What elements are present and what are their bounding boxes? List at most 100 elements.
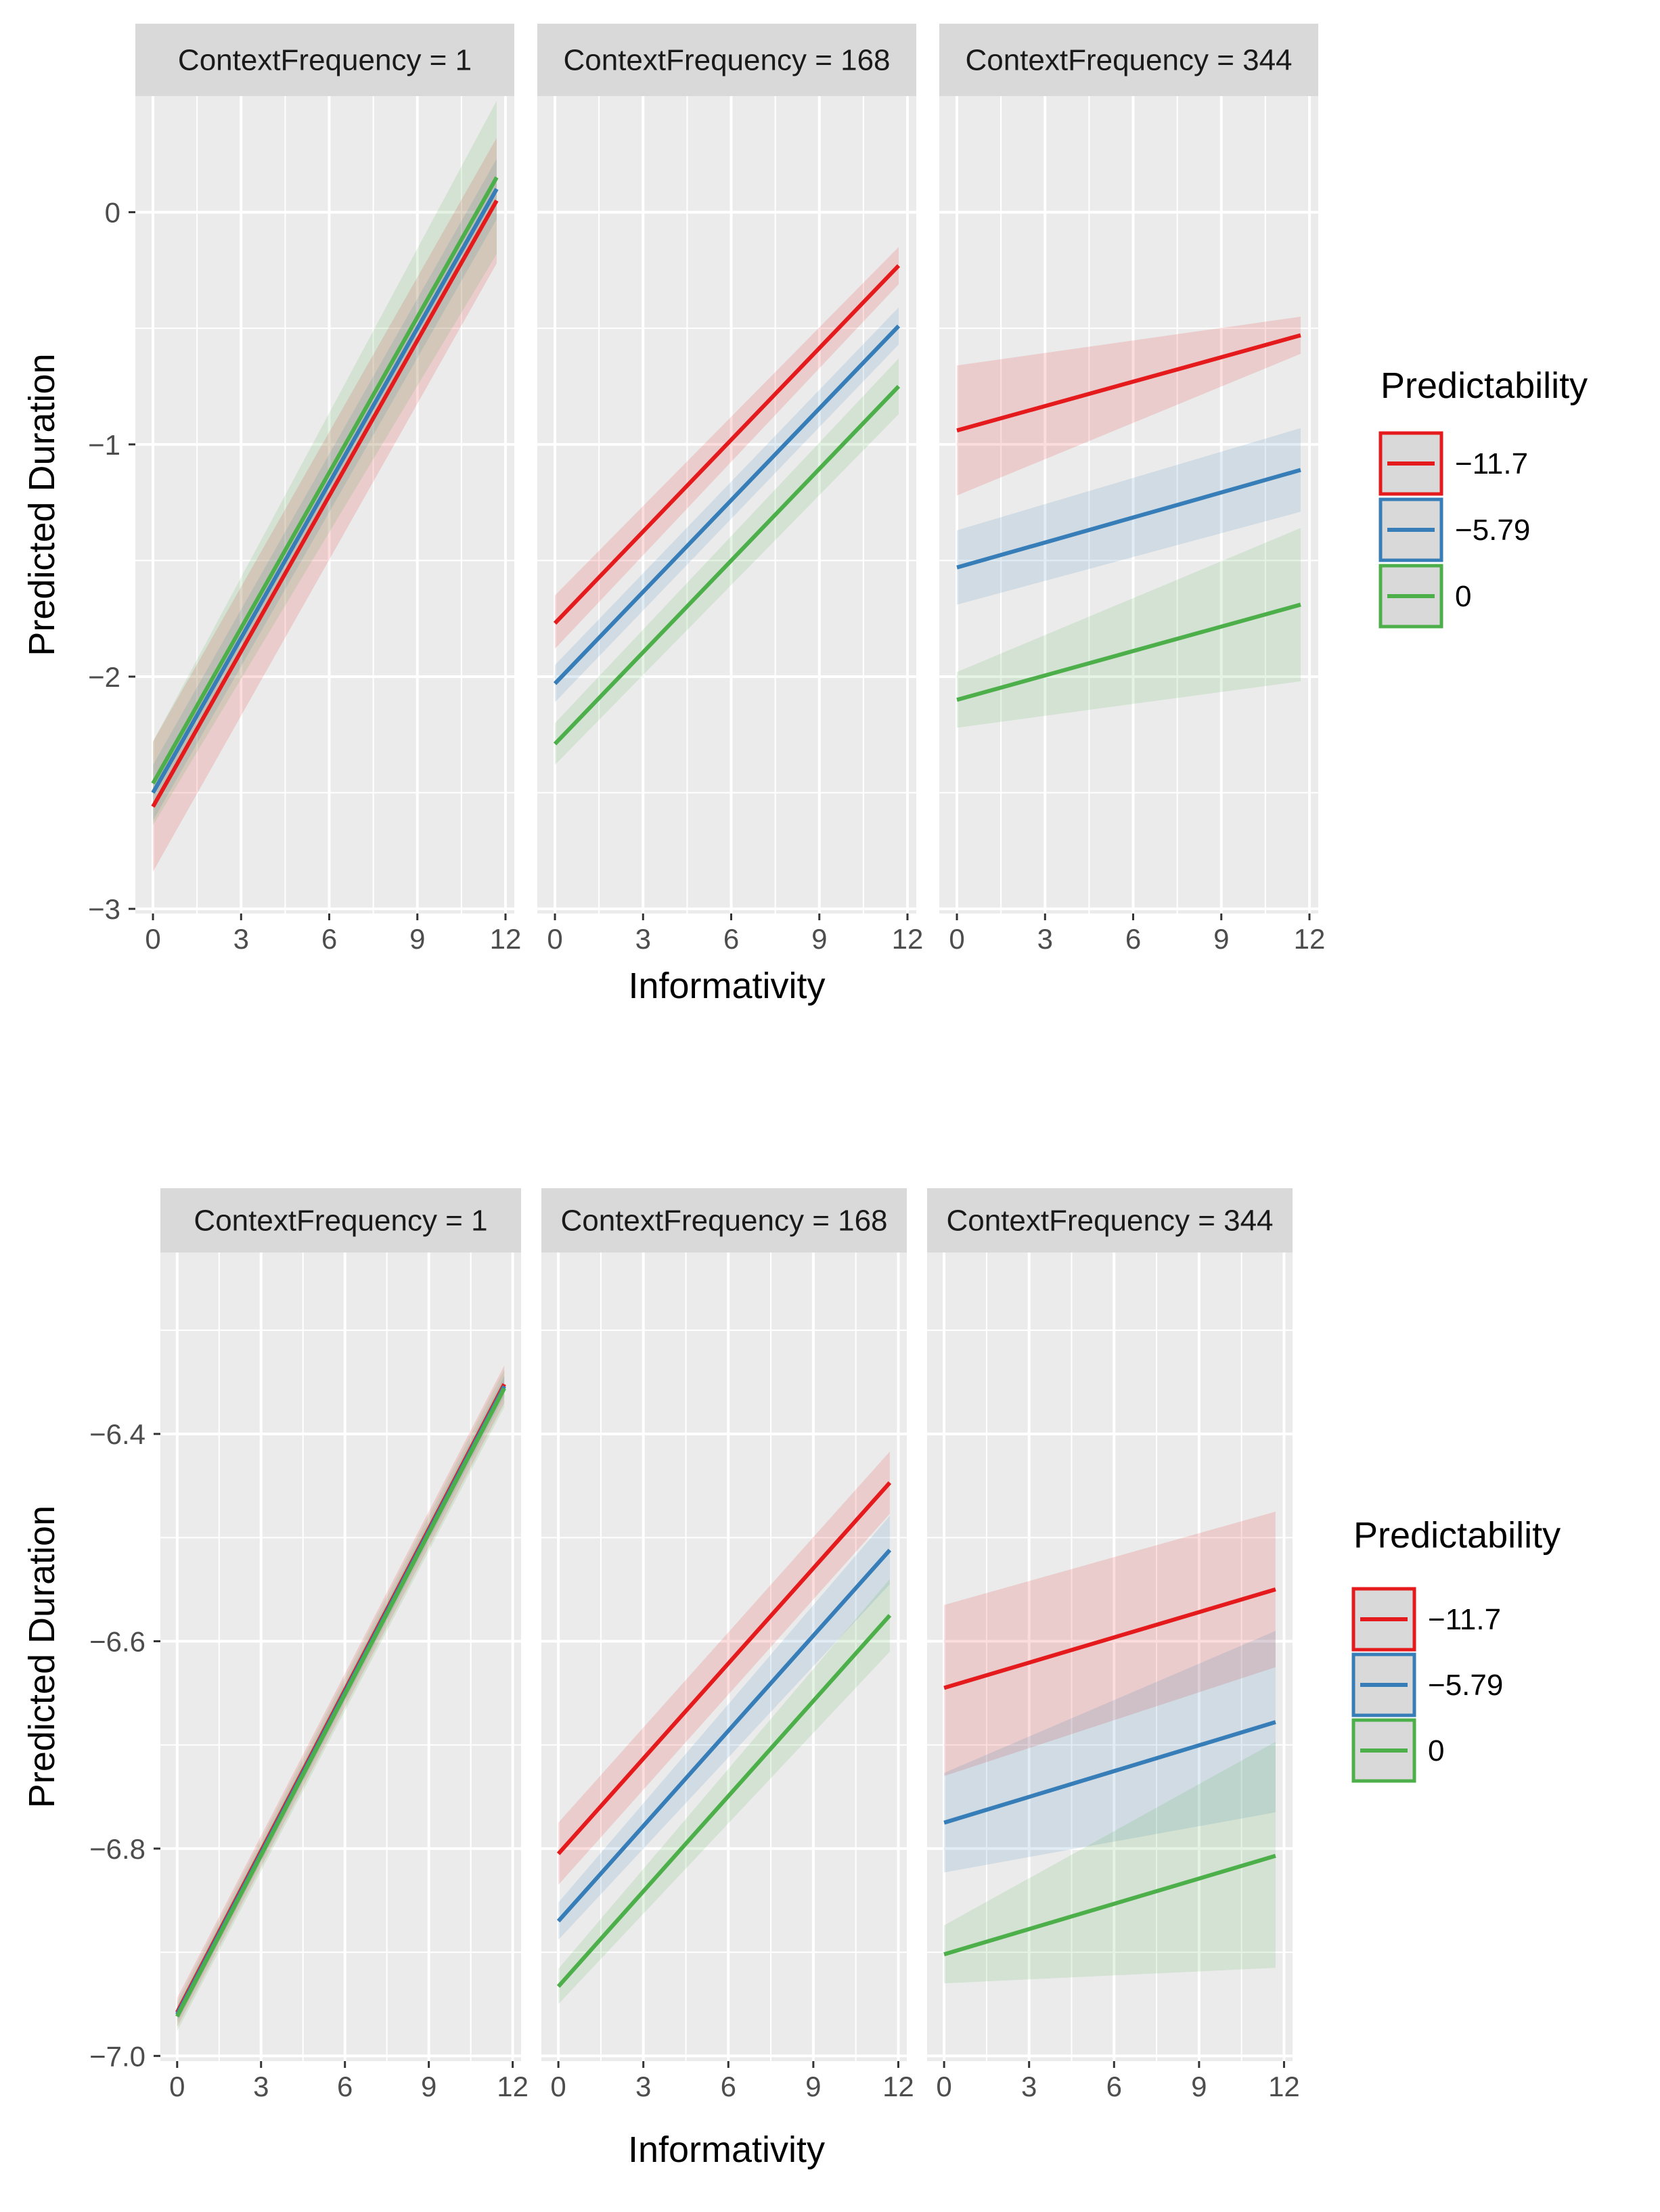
x-tick-label: 9	[811, 923, 827, 955]
x-tick-label: 12	[892, 923, 924, 955]
panel-background	[541, 1252, 907, 2061]
facet-strip	[160, 1188, 521, 1252]
y-tick-label: −7.0	[89, 2040, 145, 2072]
legend-label: −11.7	[1455, 447, 1528, 480]
series-line	[556, 1548, 892, 1923]
panel-background	[927, 1252, 1293, 2061]
y-axis-label: Predicted Duration	[22, 353, 62, 656]
x-tick-label: 3	[233, 923, 249, 955]
legend-key	[1378, 564, 1443, 629]
x-tick-label: 0	[949, 923, 964, 955]
series-line	[943, 1853, 1276, 1957]
x-tick-label: 6	[337, 2071, 353, 2102]
series-line	[556, 1614, 892, 1988]
series-line	[553, 324, 901, 685]
panel-background	[939, 96, 1318, 913]
x-tick-label: 3	[1021, 2071, 1037, 2102]
y-tick-label: −6.4	[89, 1418, 145, 1450]
series-line	[956, 333, 1301, 433]
x-tick-label: 6	[723, 923, 739, 955]
x-tick-label: 12	[882, 2071, 914, 2102]
series-line	[956, 468, 1301, 570]
x-tick-label: 6	[721, 2071, 736, 2102]
x-tick-label: 12	[1294, 923, 1326, 955]
legend-label: −5.79	[1428, 1669, 1503, 1702]
y-tick-label: −6.6	[89, 1626, 145, 1658]
legend-key	[1351, 1652, 1416, 1717]
confidence-band	[555, 247, 899, 649]
confidence-band	[558, 1516, 890, 1940]
series-line	[151, 199, 499, 808]
x-tick-label: 6	[1106, 2071, 1122, 2102]
y-tick-label: −2	[88, 661, 120, 693]
legend-key	[1351, 1587, 1416, 1652]
y-axis-label: Predicted Duration	[22, 1506, 62, 1808]
facet-strip-label: ContextFrequency = 1	[194, 1204, 487, 1238]
legend-title: Predictability	[1353, 1515, 1561, 1556]
series-line	[553, 384, 901, 746]
x-tick-label: 3	[635, 2071, 651, 2102]
facet-strip	[537, 24, 916, 96]
legend-key	[1378, 497, 1443, 562]
facet-panel: ContextFrequency = 344 0 3 6 9 12	[927, 1188, 1300, 2102]
chart-2: ContextFrequency = 1 0 3 6 9 12 −7.0 −6.8 −6.6 −6…	[22, 1188, 1561, 2170]
x-tick-label: 9	[1191, 2071, 1207, 2102]
facet-panel: ContextFrequency = 344 0 3 6 9 12	[939, 24, 1325, 955]
series-line	[175, 1387, 506, 2018]
legend-label: −5.79	[1455, 514, 1530, 547]
series-line	[943, 1587, 1276, 1690]
confidence-band	[555, 358, 899, 765]
facet-strip	[939, 24, 1318, 96]
legend: Predictability −11.7 −5.79 0	[1351, 1515, 1561, 1783]
facet-strip-label: ContextFrequency = 344	[946, 1204, 1273, 1238]
facet-strip-label: ContextFrequency = 168	[560, 1204, 887, 1238]
confidence-band	[558, 1579, 890, 2004]
x-tick-label: 0	[936, 2071, 951, 2102]
facet-strip	[927, 1188, 1293, 1252]
facet-strip	[135, 24, 514, 96]
legend-label: −11.7	[1428, 1603, 1501, 1636]
legend-key	[1351, 1718, 1416, 1783]
series-line	[553, 264, 901, 625]
facet-strip-label: ContextFrequency = 1	[178, 44, 472, 77]
x-tick-label: 6	[1125, 923, 1141, 955]
series-line	[956, 602, 1301, 702]
x-tick-label: 6	[321, 923, 337, 955]
legend-key	[1378, 431, 1443, 496]
facet-panel: ContextFrequency = 1 0 3 6 9 12 −3 −2 −1 0	[88, 24, 521, 955]
x-tick-label: 0	[145, 923, 160, 955]
y-tick-label: −3	[88, 893, 120, 925]
x-tick-label: 12	[490, 923, 522, 955]
y-tick-label: −1	[88, 429, 120, 461]
x-axis-label: Informativity	[628, 966, 825, 1006]
x-tick-label: 3	[253, 2071, 269, 2102]
legend-title: Predictability	[1381, 365, 1588, 406]
x-tick-label: 9	[805, 2071, 821, 2102]
y-tick-label: 0	[105, 197, 120, 229]
x-tick-label: 0	[169, 2071, 185, 2102]
legend-label: 0	[1428, 1734, 1444, 1767]
x-tick-label: 9	[409, 923, 425, 955]
series-line	[943, 1720, 1276, 1825]
legend-label: 0	[1455, 580, 1471, 613]
x-tick-label: 0	[547, 923, 562, 955]
confidence-band	[944, 1742, 1276, 1984]
chart-1: ContextFrequency = 10 3 6 9 12−3−2−10Context…	[22, 24, 1588, 1006]
x-tick-label: 3	[1037, 923, 1053, 955]
confidence-band	[944, 1512, 1276, 1776]
x-axis-label: Informativity	[628, 2129, 825, 2170]
x-tick-label: 9	[1213, 923, 1229, 955]
confidence-band	[957, 317, 1301, 496]
series-line	[151, 176, 499, 785]
x-tick-label: 12	[1268, 2071, 1300, 2102]
confidence-band	[957, 428, 1301, 605]
x-tick-label: 12	[497, 2071, 529, 2102]
x-tick-label: 0	[550, 2071, 566, 2102]
facet-panel: ContextFrequency = 168 0 3 6 9 12	[541, 1188, 914, 2102]
facet-panel: ContextFrequency = 168 0 3 6 9 12	[537, 24, 923, 955]
facet-panel: ContextFrequency = 1 0 3 6 9 12 −7.0 −6.8 −6.6 −6…	[89, 1188, 529, 2102]
x-tick-label: 3	[635, 923, 651, 955]
confidence-band	[944, 1631, 1276, 1873]
facet-strip-label: ContextFrequency = 168	[563, 44, 890, 77]
